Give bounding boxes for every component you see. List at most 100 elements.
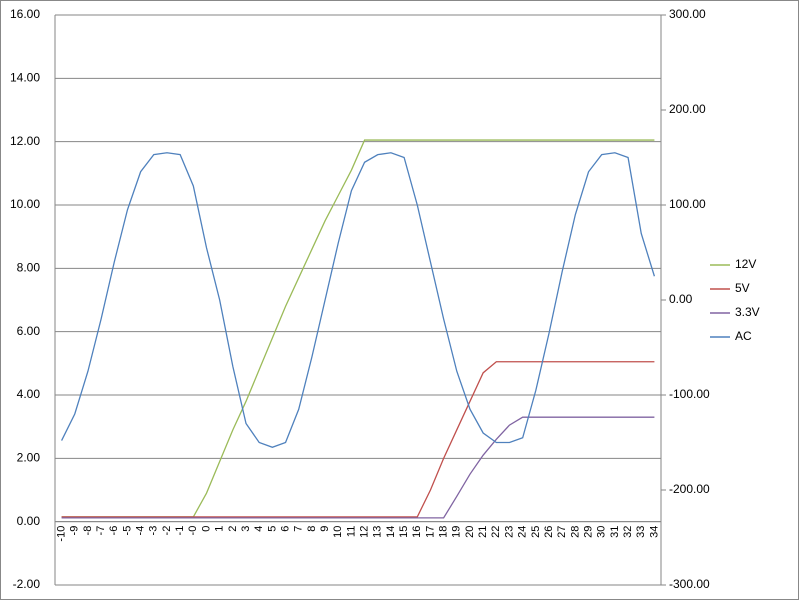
x-tick-group: 4: [253, 526, 265, 532]
y2-tick-label: -300.00: [669, 577, 710, 591]
x-tick-label: 1: [214, 526, 226, 532]
x-tick-label: 34: [648, 526, 660, 538]
x-tick-label: 27: [556, 526, 568, 538]
x-tick-group: 32: [622, 526, 634, 538]
y-tick-label: 10.00: [10, 197, 40, 211]
x-tick-label: -0: [187, 526, 199, 536]
x-tick-group: -2: [161, 526, 173, 536]
x-tick-label: 11: [345, 526, 357, 537]
x-tick-label: 14: [385, 526, 397, 538]
x-tick-label: 31: [609, 526, 621, 538]
x-tick-group: 27: [556, 526, 568, 538]
x-tick-group: 25: [530, 526, 542, 538]
x-tick-label: 7: [293, 526, 305, 532]
y2-tick-label: -100.00: [669, 387, 710, 401]
x-tick-label: -6: [108, 526, 120, 536]
y-tick-label: 8.00: [17, 261, 41, 275]
x-tick-label: 23: [503, 526, 515, 538]
x-tick-group: 16: [411, 526, 423, 538]
x-tick-group: -10: [55, 526, 67, 542]
x-tick-group: 26: [543, 526, 555, 538]
x-tick-label: 33: [635, 526, 647, 538]
x-tick-group: 13: [372, 526, 384, 538]
x-tick-label: 18: [438, 526, 450, 538]
x-tick-label: 29: [582, 526, 594, 538]
x-tick-label: -1: [174, 526, 186, 536]
x-tick-label: 2: [227, 526, 239, 532]
y-tick-label: -2.00: [13, 577, 41, 591]
x-tick-label: -10: [55, 526, 67, 542]
y-tick-label: 2.00: [17, 451, 41, 465]
y-tick-label: 14.00: [10, 71, 40, 85]
x-tick-group: 9: [319, 526, 331, 532]
x-tick-label: 22: [490, 526, 502, 538]
x-tick-group: 3: [240, 526, 252, 532]
y-tick-label: 4.00: [17, 387, 41, 401]
x-tick-label: 30: [596, 526, 608, 538]
x-tick-label: 12: [358, 526, 370, 538]
x-tick-group: 23: [503, 526, 515, 538]
x-tick-group: -4: [135, 526, 147, 536]
x-tick-group: 10: [332, 526, 344, 538]
x-tick-group: 6: [279, 526, 291, 532]
x-tick-label: 6: [279, 526, 291, 532]
x-tick-group: 29: [582, 526, 594, 538]
x-tick-group: 0: [200, 526, 212, 532]
x-tick-group: 18: [438, 526, 450, 538]
x-tick-label: 4: [253, 526, 265, 532]
x-tick-group: -8: [82, 526, 94, 536]
x-tick-group: 12: [358, 526, 370, 538]
x-tick-group: 24: [517, 526, 529, 538]
x-tick-group: 22: [490, 526, 502, 538]
x-tick-label: 26: [543, 526, 555, 538]
x-tick-group: 1: [214, 526, 226, 532]
x-tick-group: 34: [648, 526, 660, 538]
series-line: [61, 152, 656, 448]
legend-label: AC: [735, 329, 752, 343]
x-tick-group: 8: [306, 526, 318, 532]
y-tick-label: 6.00: [17, 324, 41, 338]
x-tick-label: -2: [161, 526, 173, 536]
x-tick-label: -9: [69, 526, 81, 536]
x-tick-label: 17: [424, 526, 436, 538]
x-tick-group: 28: [569, 526, 581, 538]
x-tick-group: 21: [477, 526, 489, 538]
x-tick-label: 19: [451, 526, 463, 538]
legend-label: 12V: [735, 257, 756, 271]
y-tick-label: 16.00: [10, 7, 40, 21]
x-tick-label: 8: [306, 526, 318, 532]
x-tick-label: 13: [372, 526, 384, 538]
x-tick-label: 25: [530, 526, 542, 538]
x-tick-group: 7: [293, 526, 305, 532]
x-tick-label: 20: [464, 526, 476, 538]
x-tick-group: 5: [266, 526, 278, 532]
x-tick-group: 2: [227, 526, 239, 532]
y-tick-label: 0.00: [17, 514, 41, 528]
series-line: [61, 416, 655, 519]
x-tick-group: 20: [464, 526, 476, 538]
x-tick-label: -4: [135, 526, 147, 536]
x-tick-label: -5: [121, 526, 133, 536]
legend-label: 3.3V: [735, 305, 760, 319]
x-tick-group: -5: [121, 526, 133, 536]
x-tick-group: 31: [609, 526, 621, 538]
x-tick-label: 10: [332, 526, 344, 538]
x-tick-group: 19: [451, 526, 463, 538]
x-tick-group: -1: [174, 526, 186, 536]
x-tick-group: 33: [635, 526, 647, 538]
x-tick-label: 32: [622, 526, 634, 538]
y-tick-label: 12.00: [10, 134, 40, 148]
x-tick-label: 3: [240, 526, 252, 532]
legend-label: 5V: [735, 281, 750, 295]
x-tick-label: 21: [477, 526, 489, 538]
y2-tick-label: 200.00: [669, 102, 706, 116]
x-tick-label: 28: [569, 526, 581, 538]
x-tick-label: 24: [517, 526, 529, 538]
y2-tick-label: 300.00: [669, 7, 706, 21]
x-tick-group: -3: [148, 526, 160, 536]
x-tick-label: 15: [398, 526, 410, 538]
x-tick-group: -7: [95, 526, 107, 536]
x-tick-group: 11: [345, 526, 357, 537]
x-tick-group: 30: [596, 526, 608, 538]
